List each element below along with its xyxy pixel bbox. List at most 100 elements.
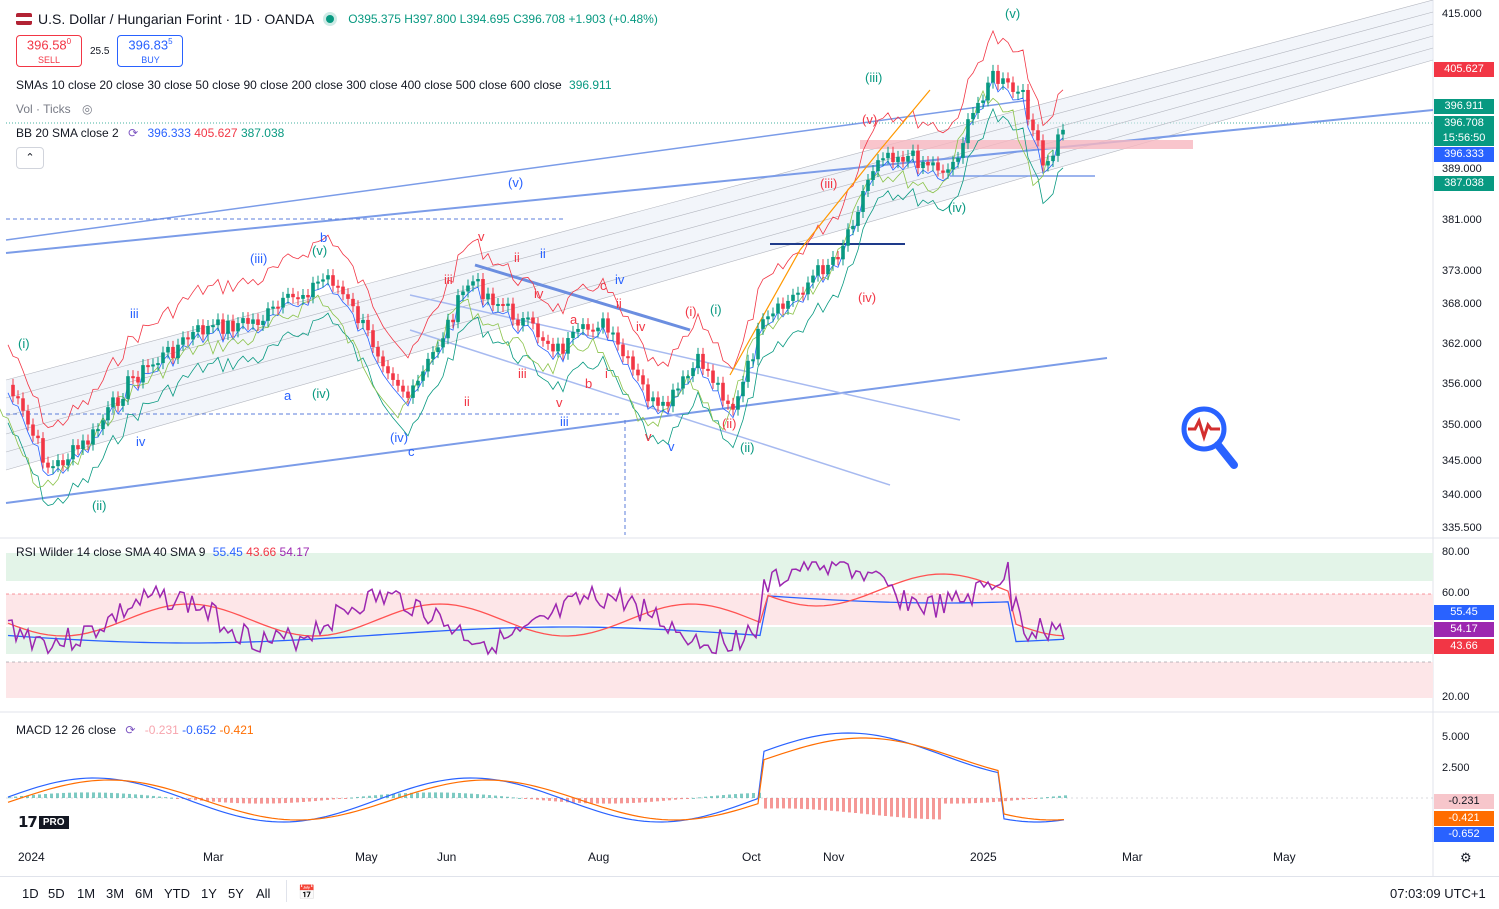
- price-axis-label: 345.000: [1442, 455, 1482, 467]
- macd-histogram-bar: [146, 795, 149, 798]
- wave-label: (ii): [722, 416, 736, 431]
- candle-body: [1051, 155, 1055, 162]
- channel-line: [5, 11, 1434, 399]
- macd-histogram-bar: [50, 793, 53, 798]
- candle-body: [441, 338, 445, 348]
- candle-body: [426, 358, 430, 372]
- buy-button[interactable]: 396.835 BUY: [117, 35, 184, 67]
- timeframe-all[interactable]: All: [256, 886, 271, 901]
- candle-body: [386, 366, 390, 374]
- eye-hidden-icon[interactable]: ◎: [82, 102, 93, 116]
- timeframe-ytd[interactable]: YTD: [164, 886, 190, 901]
- candle-body: [671, 389, 675, 407]
- timeframe-3m[interactable]: 3M: [106, 886, 125, 901]
- settings-gear-icon[interactable]: ⚙: [1460, 850, 1472, 865]
- candle-body: [696, 353, 700, 369]
- sma-legend[interactable]: SMAs 10 close 20 close 30 close 50 close…: [16, 78, 612, 92]
- candle-body: [726, 400, 730, 404]
- macd-tag: -0.421: [1434, 811, 1494, 826]
- timeframe-1m[interactable]: 1M: [77, 886, 96, 901]
- timeframe-6m[interactable]: 6M: [135, 886, 154, 901]
- tradingview-logo[interactable]: 17 PRO: [18, 813, 69, 831]
- macd-histogram-bar: [350, 797, 353, 799]
- macd-histogram-bar: [14, 796, 17, 798]
- candle-body: [866, 179, 870, 191]
- candle-body: [101, 420, 105, 430]
- candle-body: [516, 319, 520, 326]
- candle-body: [1056, 134, 1060, 156]
- macd-histogram-bar: [8, 797, 11, 799]
- candle-body: [241, 318, 245, 324]
- candle-body: [471, 281, 475, 286]
- candle-body: [971, 113, 975, 120]
- collapse-legend-button[interactable]: ⌃: [16, 147, 44, 169]
- bb-lower-line: [7, 107, 1064, 507]
- macd-histogram-bar: [332, 798, 335, 800]
- candle-body: [556, 343, 560, 352]
- candle-body: [261, 320, 265, 325]
- wave-label: iii: [444, 272, 453, 287]
- macd-histogram-bar: [980, 798, 983, 803]
- candle-body: [806, 282, 810, 295]
- wave-label: (iii): [820, 176, 837, 191]
- candle-body: [191, 331, 195, 340]
- macd-histogram-bar: [1004, 798, 1007, 802]
- macd-histogram-bar: [464, 793, 467, 798]
- candle-body: [876, 160, 880, 172]
- macd-histogram-bar: [56, 793, 59, 798]
- macd-histogram-bar: [938, 798, 941, 820]
- macd-histogram-bar: [746, 793, 749, 798]
- candle-body: [246, 318, 250, 324]
- volume-legend[interactable]: Vol · Ticks ◎: [16, 102, 93, 116]
- symbol-header[interactable]: U.S. Dollar / Hungarian Forint · 1D · OA…: [16, 8, 658, 30]
- candle-body: [786, 300, 790, 309]
- candle-body: [496, 303, 500, 306]
- macd-histogram-bar: [212, 798, 215, 802]
- candle-body: [771, 313, 775, 317]
- candle-body: [1036, 130, 1040, 141]
- candle-body: [106, 407, 110, 421]
- macd-histogram-bar: [950, 798, 953, 804]
- candle-body: [541, 337, 545, 341]
- channel-line: [5, 59, 1434, 471]
- magnifier-icon: [1180, 405, 1240, 478]
- macd-histogram-bar: [1022, 798, 1025, 800]
- candle-body: [566, 338, 570, 354]
- macd-histogram-bar: [848, 798, 851, 813]
- candle-body: [691, 368, 695, 377]
- wave-label: (v): [1005, 6, 1020, 21]
- clock-timezone[interactable]: 07:03:09 UTC+1: [1390, 886, 1486, 901]
- candle-body: [946, 169, 950, 173]
- macd-histogram-bar: [266, 798, 269, 804]
- macd-histogram-bar: [344, 798, 347, 799]
- macd-histogram-bar: [44, 793, 47, 798]
- macd-histogram-bar: [854, 798, 857, 813]
- symbol-title[interactable]: U.S. Dollar / Hungarian Forint · 1D · OA…: [38, 11, 315, 27]
- candle-body: [781, 303, 785, 309]
- macd-histogram-bar: [398, 793, 401, 798]
- time-axis-label: Aug: [588, 850, 610, 864]
- rsi-legend[interactable]: RSI Wilder 14 close SMA 40 SMA 9 55.45 4…: [16, 545, 310, 559]
- macd-histogram-bar: [614, 798, 617, 804]
- candle-body: [126, 376, 130, 399]
- timeframe-1d[interactable]: 1D: [22, 886, 39, 901]
- candle-body: [591, 329, 595, 332]
- spread-value: 25.5: [90, 45, 110, 57]
- timeframe-1y[interactable]: 1Y: [201, 886, 217, 901]
- candle-body: [31, 424, 35, 436]
- date-range-icon[interactable]: 📅: [298, 884, 316, 900]
- sell-button[interactable]: 396.580 SELL: [16, 35, 82, 67]
- macd-legend[interactable]: MACD 12 26 close ⟳ -0.231 -0.652 -0.421: [16, 723, 254, 737]
- macd-histogram-bar: [974, 798, 977, 804]
- candle-body: [76, 445, 80, 449]
- timeframe-5y[interactable]: 5Y: [228, 886, 244, 901]
- macd-histogram-bar: [218, 798, 221, 803]
- macd-histogram-bar: [128, 793, 131, 798]
- candle-body: [171, 346, 175, 359]
- macd-histogram-bar: [260, 798, 263, 804]
- candle-body: [86, 440, 90, 445]
- bb-legend[interactable]: BB 20 SMA close 2 ⟳ 396.333 405.627 387.…: [16, 126, 284, 140]
- timeframe-5d[interactable]: 5D: [48, 886, 65, 901]
- ohlc-high: H397.800: [404, 12, 457, 26]
